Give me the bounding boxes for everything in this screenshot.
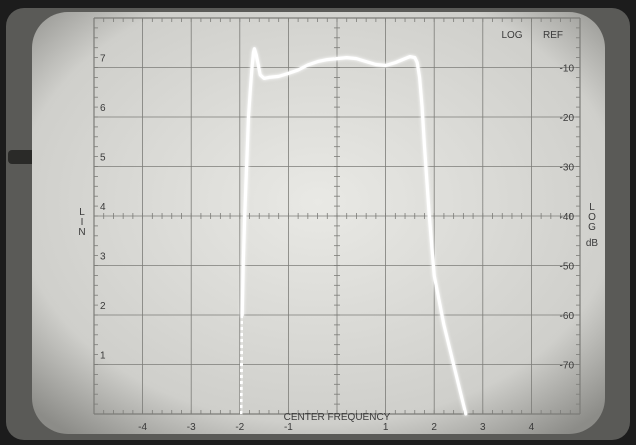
trace-left-skirt [241,315,242,414]
x-axis-title: CENTER FREQUENCY [284,412,391,423]
y-right-tick-label: -40 [560,212,575,223]
right-axis-title-db: dB [586,238,599,249]
y-left-tick-label: 5 [100,153,106,164]
y-left-tick-label: 2 [100,301,106,312]
y-left-tick-label: 1 [100,351,106,362]
y-right-tick-label: -10 [560,64,575,75]
x-tick-label: -3 [187,422,196,433]
crt-screen [32,12,605,434]
header-label-ref: REF [543,30,563,41]
y-left-tick-label: 3 [100,252,106,263]
x-tick-label: 1 [383,422,389,433]
x-tick-label: 3 [480,422,486,433]
x-tick-label: 4 [529,422,535,433]
y-left-tick-label: 7 [100,54,106,65]
y-right-tick-label: -60 [560,311,575,322]
y-left-tick-label: 6 [100,103,106,114]
x-tick-label: -4 [138,422,147,433]
y-left-tick-label: 4 [100,202,106,213]
y-right-tick-label: -70 [560,361,575,372]
x-tick-label: -1 [284,422,293,433]
x-tick-label: 2 [431,422,437,433]
x-tick-label: -2 [235,422,244,433]
y-right-tick-label: -20 [560,113,575,124]
header-label-log: LOG [501,30,522,41]
y-right-tick-label: -50 [560,262,575,273]
y-right-tick-label: -30 [560,163,575,174]
